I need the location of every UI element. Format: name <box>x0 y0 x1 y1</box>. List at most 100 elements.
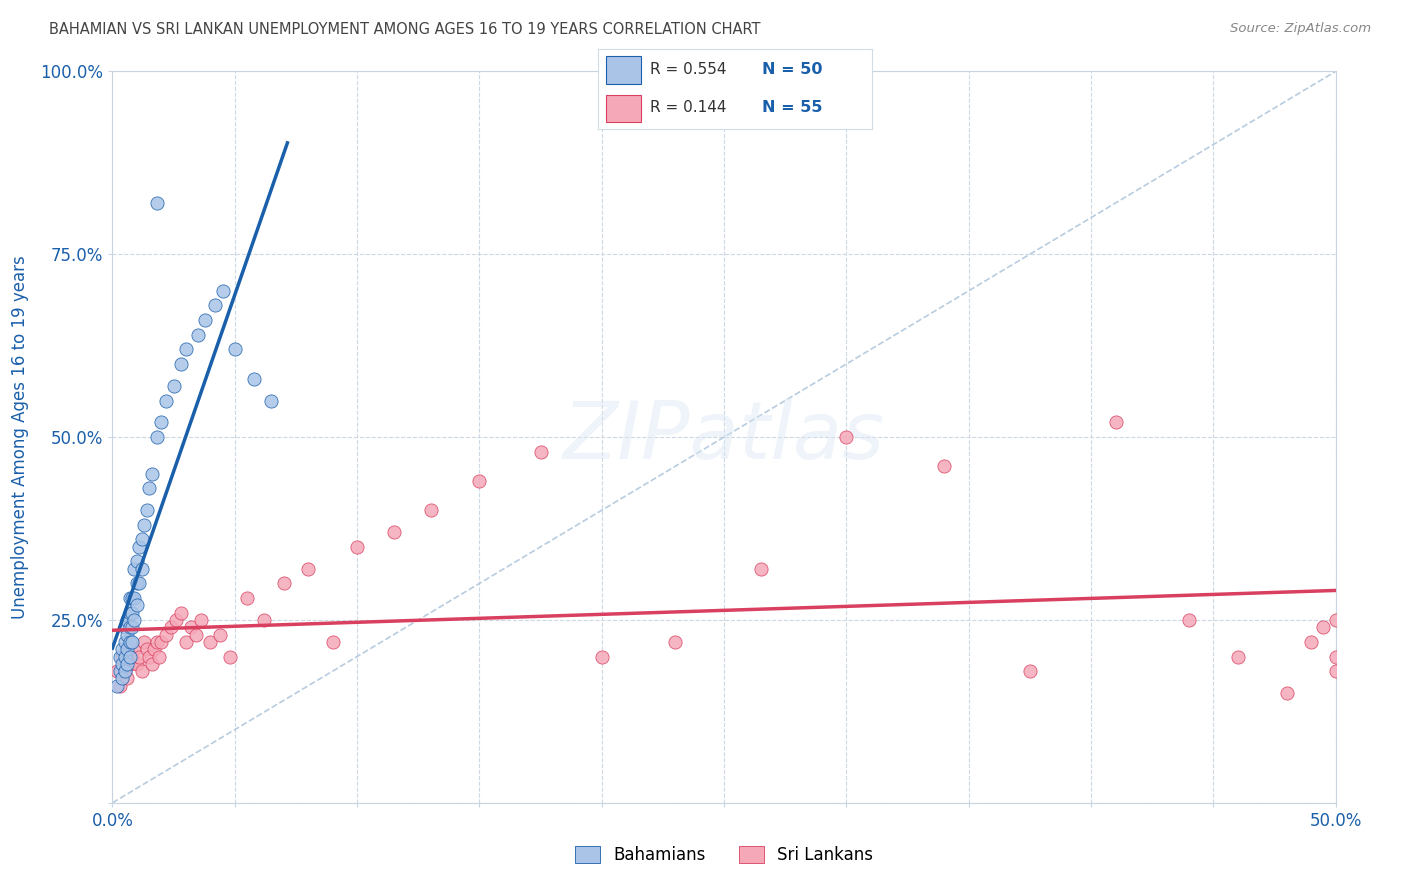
Point <box>1324 664 1347 678</box>
Point <box>165 613 187 627</box>
Point <box>1018 664 1040 678</box>
Point <box>115 613 138 627</box>
Point <box>145 430 167 444</box>
Point <box>1301 635 1323 649</box>
Point <box>115 672 138 686</box>
Point <box>105 679 128 693</box>
Point <box>934 459 956 474</box>
Point <box>118 657 141 671</box>
Point <box>108 649 131 664</box>
Point <box>419 503 441 517</box>
Point <box>194 313 217 327</box>
Point <box>260 393 283 408</box>
Point <box>114 664 136 678</box>
Point <box>111 672 134 686</box>
Point <box>243 371 266 385</box>
Point <box>125 599 148 613</box>
Point <box>141 657 163 671</box>
Point <box>115 642 138 657</box>
Point <box>591 649 613 664</box>
Text: ZIPatlas: ZIPatlas <box>562 398 886 476</box>
Point <box>187 327 209 342</box>
Point <box>160 620 183 634</box>
Point <box>1104 416 1126 430</box>
Point <box>1226 649 1249 664</box>
Point <box>211 284 233 298</box>
Point <box>131 533 153 547</box>
Point <box>108 664 131 678</box>
Point <box>115 627 138 641</box>
Point <box>135 642 157 657</box>
Point <box>322 635 344 649</box>
Point <box>124 642 146 657</box>
Point <box>174 635 197 649</box>
Point <box>219 649 242 664</box>
Point <box>135 503 157 517</box>
Point <box>125 576 148 591</box>
Point <box>224 343 246 357</box>
Point <box>155 627 177 641</box>
Point <box>297 562 319 576</box>
Point <box>529 444 551 458</box>
Point <box>236 591 259 605</box>
Text: R = 0.144: R = 0.144 <box>650 100 725 115</box>
Text: BAHAMIAN VS SRI LANKAN UNEMPLOYMENT AMONG AGES 16 TO 19 YEARS CORRELATION CHART: BAHAMIAN VS SRI LANKAN UNEMPLOYMENT AMON… <box>49 22 761 37</box>
Point <box>200 635 222 649</box>
Point <box>468 474 491 488</box>
Point <box>134 517 156 532</box>
Point <box>170 357 193 371</box>
Point <box>180 620 202 634</box>
Text: Source: ZipAtlas.com: Source: ZipAtlas.com <box>1230 22 1371 36</box>
Point <box>148 649 170 664</box>
Point <box>174 343 197 357</box>
Text: R = 0.554: R = 0.554 <box>650 62 725 77</box>
Point <box>1312 620 1334 634</box>
Point <box>131 664 153 678</box>
Point <box>124 591 146 605</box>
Point <box>118 649 141 664</box>
Point <box>111 649 134 664</box>
Point <box>155 393 177 408</box>
FancyBboxPatch shape <box>606 95 641 122</box>
Point <box>114 649 136 664</box>
Point <box>108 679 131 693</box>
Y-axis label: Unemployment Among Ages 16 to 19 years: Unemployment Among Ages 16 to 19 years <box>11 255 30 619</box>
Point <box>134 635 156 649</box>
Point <box>184 627 207 641</box>
Point <box>118 635 141 649</box>
Point <box>105 664 128 678</box>
Point <box>121 620 143 634</box>
Point <box>128 649 150 664</box>
Point <box>170 606 193 620</box>
Point <box>346 540 368 554</box>
Point <box>115 657 138 671</box>
Point <box>145 635 167 649</box>
Point <box>124 562 146 576</box>
Point <box>664 635 686 649</box>
Point <box>190 613 212 627</box>
Point <box>111 657 134 671</box>
Point <box>125 554 148 568</box>
Point <box>150 635 173 649</box>
Point <box>114 635 136 649</box>
Point <box>138 481 160 495</box>
Point <box>114 664 136 678</box>
Point <box>1178 613 1201 627</box>
Point <box>128 576 150 591</box>
Point <box>111 642 134 657</box>
Point <box>141 467 163 481</box>
Point <box>125 657 148 671</box>
Point <box>131 562 153 576</box>
Point <box>1324 613 1347 627</box>
Legend: Bahamians, Sri Lankans: Bahamians, Sri Lankans <box>575 846 873 864</box>
Text: N = 55: N = 55 <box>762 100 823 115</box>
Point <box>204 298 226 312</box>
Point <box>121 606 143 620</box>
FancyBboxPatch shape <box>606 56 641 84</box>
Point <box>209 627 232 641</box>
Point <box>1275 686 1298 700</box>
Point <box>118 620 141 634</box>
Point <box>121 635 143 649</box>
Point <box>138 649 160 664</box>
Point <box>118 591 141 605</box>
